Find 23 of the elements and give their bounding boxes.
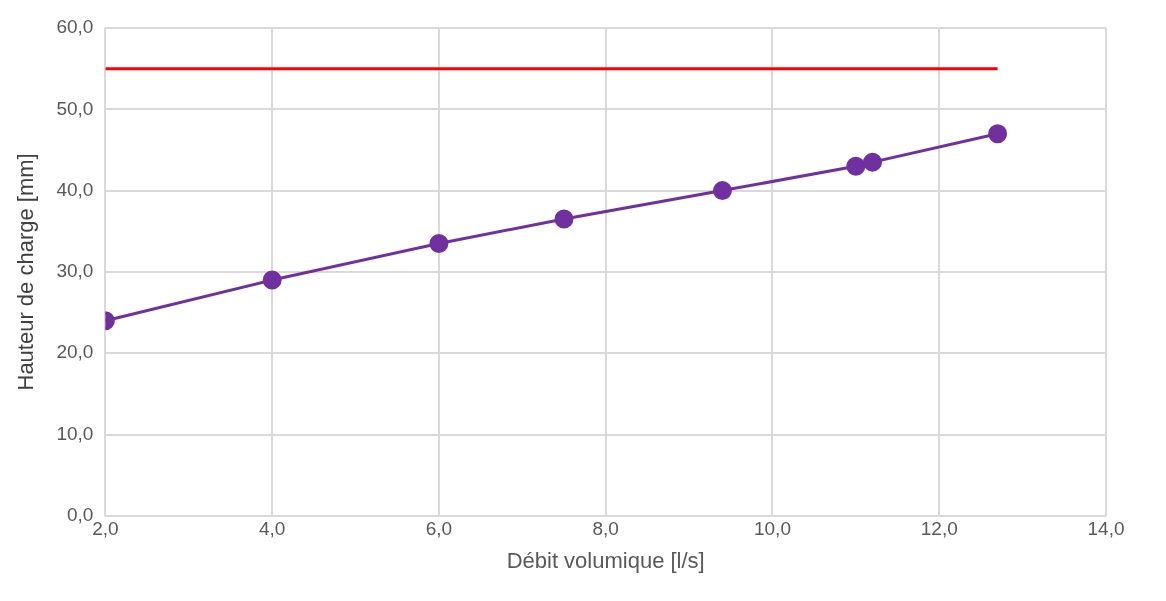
y-axis-title: Hauteur de charge [mm] [13, 153, 39, 391]
point [988, 124, 1008, 144]
y-tick-label: 50,0 [56, 97, 94, 119]
point [846, 156, 866, 176]
x-tick-label: 4,0 [258, 518, 286, 540]
y-tick-label: 60,0 [56, 16, 94, 38]
x-tick-label: 12,0 [920, 518, 958, 540]
point [863, 152, 883, 172]
y-tick-label: 20,0 [56, 341, 94, 363]
x-axis-title: Débit volumique [l/s] [506, 547, 705, 573]
y-tick-label: 0,0 [66, 504, 94, 526]
x-tick-label: 2,0 [92, 518, 119, 540]
x-tick-label: 8,0 [592, 518, 619, 540]
y-tick-label: 40,0 [56, 178, 94, 200]
point [262, 270, 282, 290]
point [554, 209, 574, 229]
y-tick-label: 30,0 [56, 260, 94, 282]
x-tick-label: 14,0 [1087, 518, 1125, 540]
x-tick-label: 6,0 [425, 518, 453, 540]
y-tick-label: 10,0 [56, 422, 94, 444]
point [429, 233, 449, 253]
point [712, 181, 732, 201]
x-tick-label: 10,0 [753, 518, 791, 540]
